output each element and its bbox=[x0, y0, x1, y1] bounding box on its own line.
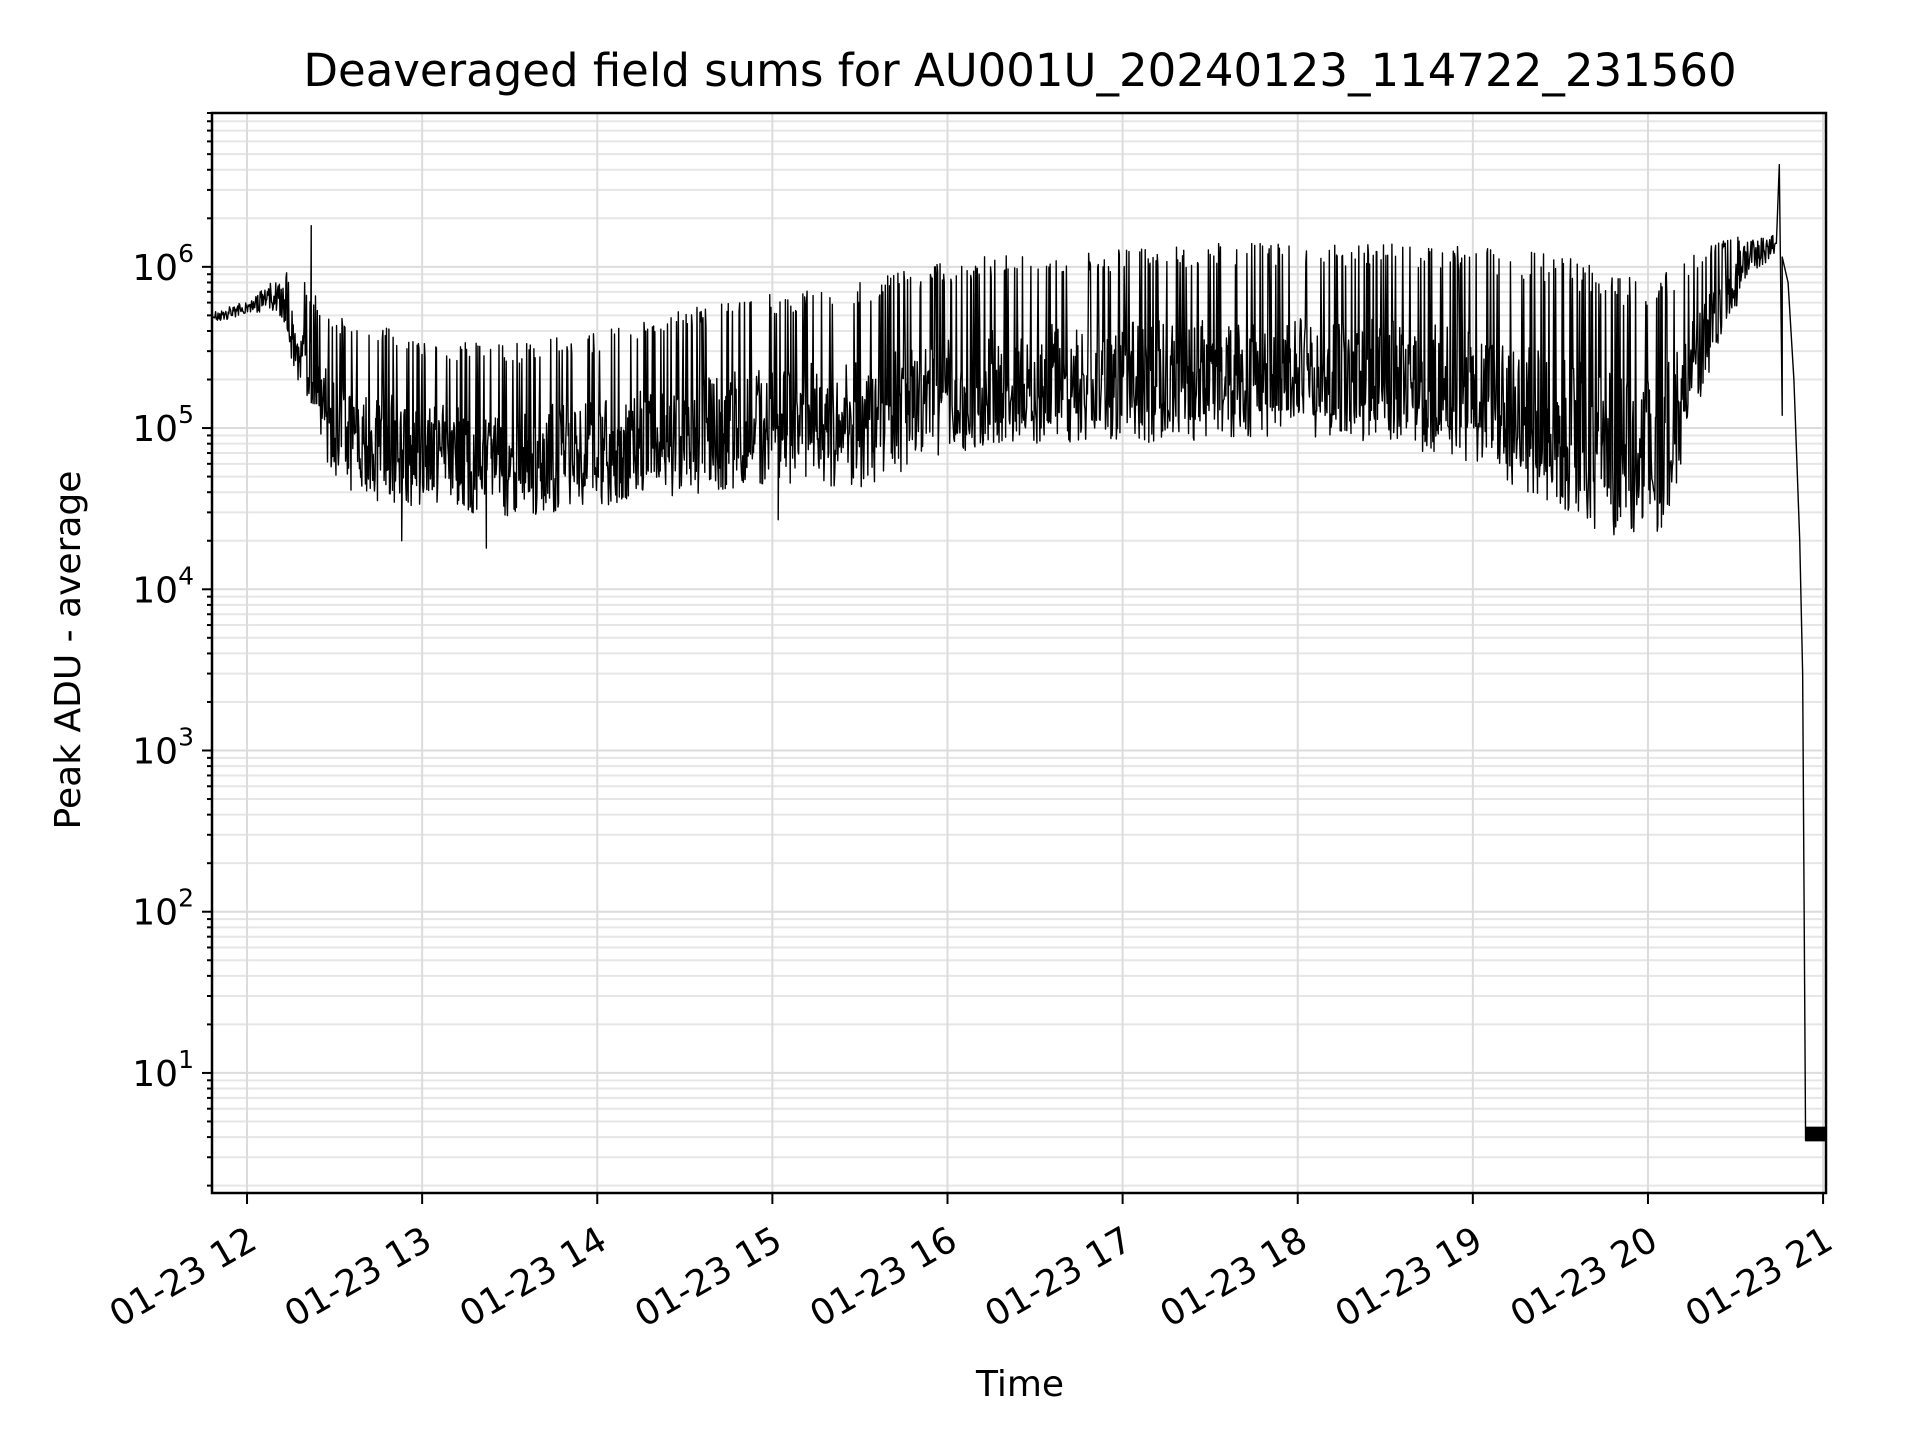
x-tick-label: 01-23 16 bbox=[803, 1219, 964, 1335]
x-tick-label: 01-23 13 bbox=[278, 1219, 439, 1335]
x-tick-label: 01-23 20 bbox=[1504, 1219, 1665, 1335]
series-line bbox=[212, 164, 1826, 1142]
y-axis: 101 102 103 104 105 106 bbox=[132, 112, 212, 1187]
x-tick-label: 01-23 18 bbox=[1154, 1219, 1315, 1335]
y-axis-label: Peak ADU - average bbox=[48, 471, 89, 830]
x-tick-label: 01-23 17 bbox=[978, 1219, 1139, 1335]
x-tick-label: 01-23 15 bbox=[628, 1219, 789, 1335]
x-tick-label: 01-23 21 bbox=[1679, 1219, 1840, 1335]
y-tick-label: 102 bbox=[132, 884, 194, 934]
chart-title: Deaveraged field sums for AU001U_2024012… bbox=[303, 44, 1736, 97]
x-axis: 01-23 12 01-23 13 01-23 14 01-23 15 01-23 16… bbox=[103, 1193, 1840, 1336]
series-line-layer bbox=[212, 164, 1826, 1142]
x-axis-label: Time bbox=[975, 1364, 1064, 1405]
x-tick-label: 01-23 12 bbox=[103, 1219, 264, 1335]
y-tick-label: 104 bbox=[132, 561, 194, 611]
y-tick-label: 103 bbox=[132, 722, 194, 772]
y-tick-label: 105 bbox=[132, 400, 194, 450]
y-tick-label: 101 bbox=[132, 1045, 194, 1095]
x-tick-label: 01-23 14 bbox=[453, 1219, 614, 1335]
y-tick-label: 106 bbox=[132, 239, 194, 289]
x-tick-label: 01-23 19 bbox=[1329, 1219, 1490, 1335]
